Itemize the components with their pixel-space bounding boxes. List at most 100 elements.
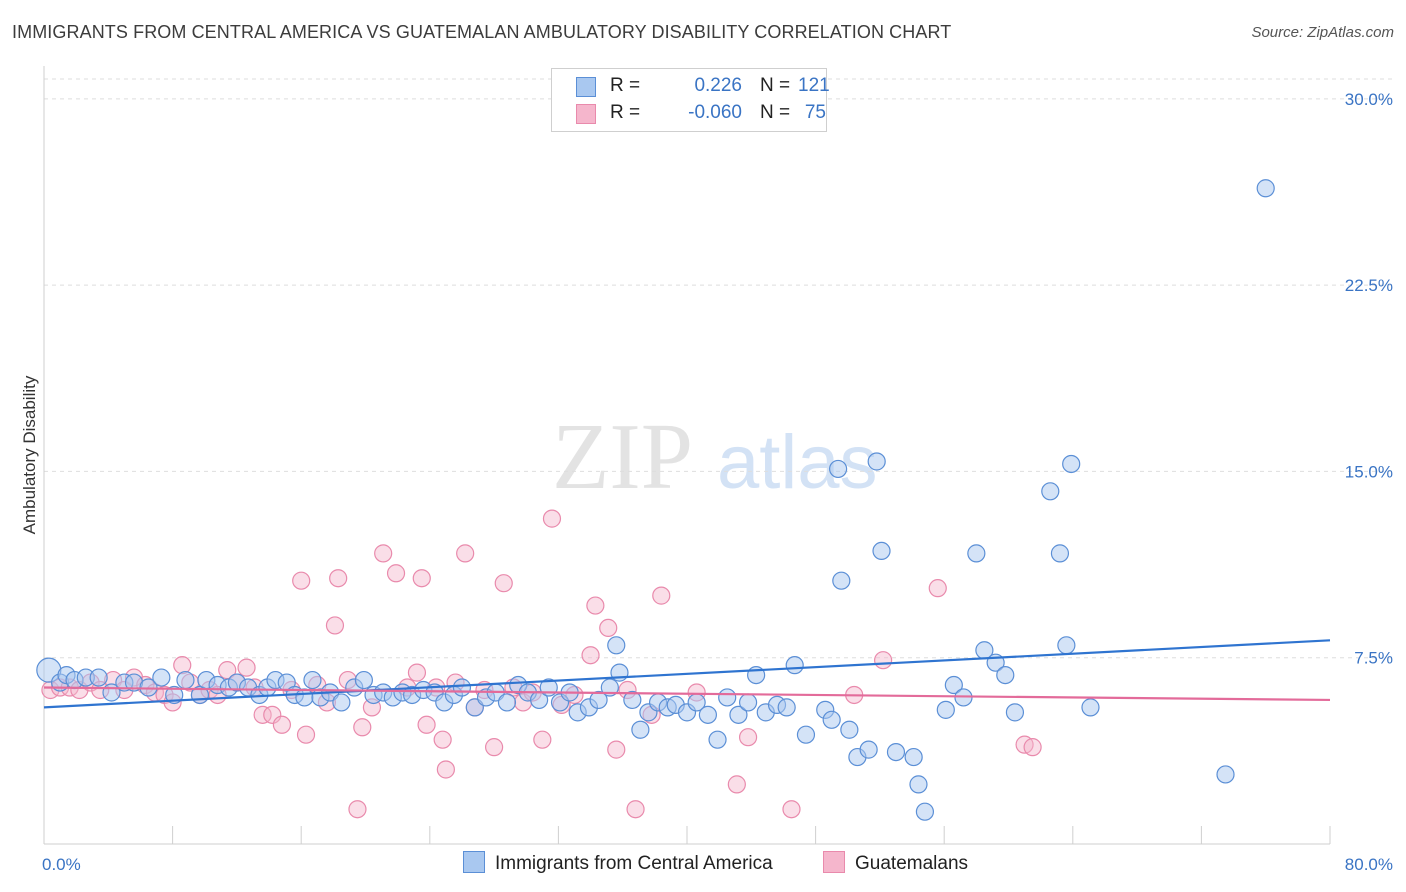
guatemalans-point [581, 646, 600, 665]
central-america-point [886, 742, 906, 762]
central-america-point [176, 670, 195, 690]
blue-swatch [463, 851, 485, 873]
y-tick-label: 22.5% [1345, 276, 1393, 295]
central-america-point [996, 665, 1015, 685]
central-america-point [777, 698, 796, 717]
guatemalans-point [436, 760, 455, 779]
blue-swatch [576, 77, 596, 97]
stats-legend: R = 0.226 N = 121 R = -0.060 N = 75 [551, 68, 830, 132]
legend-r-label: R = [610, 102, 641, 123]
central-america-point [967, 544, 986, 563]
guatemalans-point [325, 616, 345, 635]
pink-swatch [576, 104, 596, 124]
guatemalans-point [456, 544, 475, 563]
central-america-point [872, 541, 891, 561]
guatemalans-point [407, 663, 427, 682]
central-america-point [944, 675, 963, 695]
watermark-zip: ZIP [552, 405, 693, 509]
legend-r-label: R = [610, 75, 641, 96]
central-america-point [1050, 544, 1070, 563]
guatemalans-point [272, 715, 292, 734]
chart-title: IMMIGRANTS FROM CENTRAL AMERICA VS GUATE… [12, 22, 952, 42]
x-tick-label-max: 80.0% [1345, 855, 1393, 874]
trend-lines [43, 639, 1331, 709]
central-america-point [631, 720, 650, 739]
central-america-point [936, 700, 955, 719]
legend-label-guatemalans: Guatemalans [855, 853, 969, 874]
guatemalans-point [433, 730, 452, 749]
guatemalans-point [353, 718, 372, 737]
guatemalans-point [928, 579, 947, 598]
guatemalans-point [237, 658, 256, 677]
watermark-atlas: atlas [717, 420, 878, 505]
guatemalans-point [782, 800, 801, 819]
legend-r-value: 0.226 [694, 75, 742, 96]
central-america-point [452, 678, 472, 697]
pink-swatch [823, 851, 845, 873]
guatemalans-point [1023, 738, 1042, 757]
source-credit: Source: ZipAtlas.com [1251, 24, 1394, 41]
y-tick-label: 15.0% [1345, 462, 1393, 481]
legend-r-value: -0.060 [688, 102, 742, 123]
central-america-point [89, 668, 108, 687]
central-america-point [867, 452, 886, 471]
guatemalans-point [263, 705, 282, 724]
guatemalans-point [607, 740, 626, 759]
x-tick-label-min: 0.0% [42, 855, 81, 874]
central-america-point [1041, 482, 1060, 501]
y-tick-label: 30.0% [1345, 90, 1393, 109]
guatemalans-point [533, 730, 552, 749]
guatemalans-point [542, 509, 562, 528]
central-america-point [859, 740, 878, 759]
central-america-point [718, 688, 737, 707]
central-america-points [36, 179, 1275, 821]
central-america-point [295, 688, 314, 707]
central-america-point [1057, 636, 1076, 655]
central-america-point [1005, 703, 1025, 722]
guatemalans-point [374, 544, 393, 563]
watermark: ZIP atlas [552, 405, 878, 509]
central-america-point [785, 656, 804, 675]
legend-n-value: 121 [798, 75, 830, 96]
central-america-point [607, 636, 626, 655]
y-tick-label: 7.5% [1354, 649, 1393, 668]
guatemalans-point [738, 728, 758, 747]
legend-n-label: N = [760, 75, 791, 96]
guatemalans-point [417, 715, 436, 734]
guatemalans-point [586, 596, 605, 615]
guatemalans-point [348, 800, 367, 819]
tick-labels: 7.5% 15.0% 22.5% 30.0% 0.0% 80.0% [42, 90, 1393, 874]
central-america-point [738, 693, 758, 712]
bottom-legend-central-america: Immigrants from Central America [463, 851, 773, 875]
guatemalans-point [494, 574, 513, 593]
axes [43, 66, 1331, 845]
central-america-point [840, 720, 859, 739]
central-america-point [909, 775, 928, 794]
guatemalans-point [874, 651, 893, 670]
guatemalans-point [412, 569, 431, 588]
guatemalans-point [173, 656, 192, 675]
central-america-point [1062, 454, 1081, 474]
central-america-point [497, 693, 517, 712]
central-america-point [796, 725, 816, 744]
guatemalans-point [329, 569, 348, 588]
central-america-point [904, 747, 923, 767]
guatemalans-point [626, 800, 645, 819]
guatemalans-point [485, 738, 504, 757]
central-america-point [698, 705, 717, 724]
legend-label-central-america: Immigrants from Central America [495, 853, 773, 874]
central-america-point [303, 670, 322, 690]
central-america-point [708, 730, 727, 749]
guatemalans-trend-line [43, 686, 1331, 702]
central-america-point [152, 668, 171, 687]
guatemalans-point [727, 775, 746, 794]
legend-n-label: N = [760, 102, 791, 123]
central-america-point [165, 685, 184, 705]
central-america-point [822, 710, 841, 729]
guatemalans-point [253, 705, 272, 724]
guatemalans-point [292, 571, 311, 590]
bottom-legend-guatemalans: Guatemalans [823, 851, 968, 875]
central-america-point [332, 693, 351, 712]
central-america-point [600, 678, 619, 697]
